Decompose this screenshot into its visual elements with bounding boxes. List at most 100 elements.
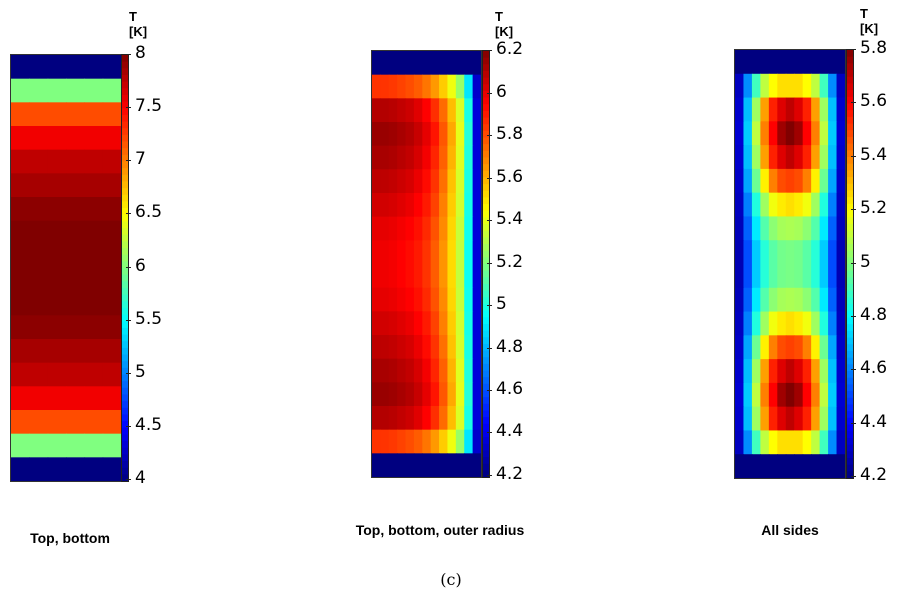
colorbar-step bbox=[847, 110, 853, 118]
heatmap-cell bbox=[439, 74, 449, 99]
heatmap-cell bbox=[455, 406, 465, 431]
colorbar-step bbox=[847, 157, 853, 165]
colorbar-step bbox=[122, 447, 128, 455]
heatmap-cell bbox=[405, 98, 415, 123]
colorbar-step bbox=[847, 264, 853, 272]
colorbar-step bbox=[122, 301, 128, 309]
heatmap-cell bbox=[802, 311, 812, 336]
heatmap-cell bbox=[768, 311, 778, 336]
heatmap-cell bbox=[794, 97, 804, 122]
colorbar-tick-label: 5.8 bbox=[860, 38, 888, 58]
colorbar-tick bbox=[487, 348, 492, 349]
heatmap-cell bbox=[388, 169, 398, 194]
heatmap-cell bbox=[760, 121, 770, 146]
heatmap-cell bbox=[802, 454, 812, 478]
heatmap-cell bbox=[819, 168, 829, 194]
colorbar-step bbox=[122, 467, 128, 475]
heatmap-cell bbox=[735, 240, 745, 265]
heatmap-cell bbox=[47, 315, 67, 340]
heatmap-cell bbox=[102, 102, 121, 127]
colorbar-step bbox=[483, 330, 489, 338]
colorbar-step bbox=[847, 431, 853, 439]
colorbar-step bbox=[847, 364, 853, 372]
heatmap-cell bbox=[743, 145, 753, 170]
heatmap-cell bbox=[828, 121, 838, 146]
colorbar-step bbox=[847, 411, 853, 419]
heatmap-cell bbox=[836, 216, 845, 241]
heatmap-cell bbox=[743, 406, 753, 432]
colorbar-step bbox=[483, 337, 489, 345]
heatmap-cell bbox=[422, 193, 432, 218]
heatmap-cell bbox=[819, 264, 829, 289]
colorbar-step bbox=[483, 290, 489, 298]
heatmap-cell bbox=[430, 240, 440, 265]
colorbar-tick-label: 4.6 bbox=[860, 358, 888, 378]
colorbar-step bbox=[122, 234, 128, 242]
heatmap-cell bbox=[372, 169, 381, 194]
heatmap-cell bbox=[47, 244, 67, 269]
colorbar-tick bbox=[851, 476, 856, 477]
colorbar-tick bbox=[487, 475, 492, 476]
heatmap-cell bbox=[811, 430, 821, 455]
heatmap-cell bbox=[811, 192, 821, 218]
heatmap-cell bbox=[751, 454, 761, 478]
heatmap-cell bbox=[397, 98, 407, 123]
heatmap-cell bbox=[802, 430, 812, 455]
heatmap-cell bbox=[828, 192, 838, 218]
heatmap-cell bbox=[464, 51, 474, 76]
heatmap-cell bbox=[84, 268, 104, 293]
colorbar-step bbox=[483, 230, 489, 238]
heatmap-cell bbox=[380, 216, 390, 241]
heatmap-cell bbox=[455, 122, 465, 147]
heatmap-cell bbox=[472, 74, 481, 99]
heatmap-cell bbox=[464, 335, 474, 360]
heatmap-cell bbox=[380, 406, 390, 431]
heatmap-cell bbox=[768, 97, 778, 122]
colorbar-tick-label: 6 bbox=[496, 82, 507, 102]
heatmap-cell bbox=[836, 287, 845, 313]
colorbar-step bbox=[483, 77, 489, 85]
colorbar-tick-label: 6.2 bbox=[496, 39, 524, 59]
colorbar-step bbox=[122, 401, 128, 409]
colorbar-step bbox=[847, 96, 853, 104]
heatmap-cell bbox=[472, 122, 481, 147]
colorbar-tick-label: 5.6 bbox=[860, 91, 888, 111]
heatmap-cell bbox=[430, 406, 440, 431]
heatmap-cell bbox=[47, 386, 67, 411]
heatmap-cell bbox=[455, 429, 465, 454]
heatmap-cell bbox=[413, 311, 423, 336]
colorbar-gradient bbox=[122, 55, 128, 482]
heatmap-cell bbox=[11, 55, 30, 80]
heatmap-cell bbox=[413, 240, 423, 265]
heatmap-cell bbox=[464, 169, 474, 194]
colorbar-tick bbox=[126, 373, 131, 374]
heatmap-cell bbox=[388, 358, 398, 383]
colorbar-tick bbox=[487, 305, 492, 306]
heatmap-cell bbox=[794, 168, 804, 194]
colorbar-step bbox=[483, 84, 489, 92]
heatmap-cell bbox=[785, 335, 795, 360]
heatmap-cell bbox=[472, 169, 481, 194]
colorbar-tick-label: 5.4 bbox=[496, 209, 524, 229]
heatmap-cell bbox=[372, 429, 381, 454]
colorbar-step bbox=[847, 397, 853, 405]
colorbar-step bbox=[122, 327, 128, 336]
heatmap-cell bbox=[388, 335, 398, 360]
heatmap-cell bbox=[836, 430, 845, 455]
heatmap-cell bbox=[380, 74, 390, 99]
heatmap-cell bbox=[405, 51, 415, 76]
heatmap-cell bbox=[464, 429, 474, 454]
colorbar-step bbox=[847, 217, 853, 225]
heatmap-cell bbox=[836, 311, 845, 336]
heatmap-cell bbox=[397, 169, 407, 194]
heatmap-cell bbox=[413, 358, 423, 383]
heatmap-cell bbox=[819, 311, 829, 336]
colorbar-step bbox=[122, 148, 128, 156]
colorbar-step bbox=[122, 214, 128, 222]
heatmap-cell bbox=[768, 240, 778, 265]
heatmap-cell bbox=[405, 335, 415, 360]
heatmap-cell bbox=[768, 264, 778, 289]
colorbar-step bbox=[847, 50, 853, 58]
heatmap-cell bbox=[472, 240, 481, 265]
heatmap-cell bbox=[760, 287, 770, 313]
